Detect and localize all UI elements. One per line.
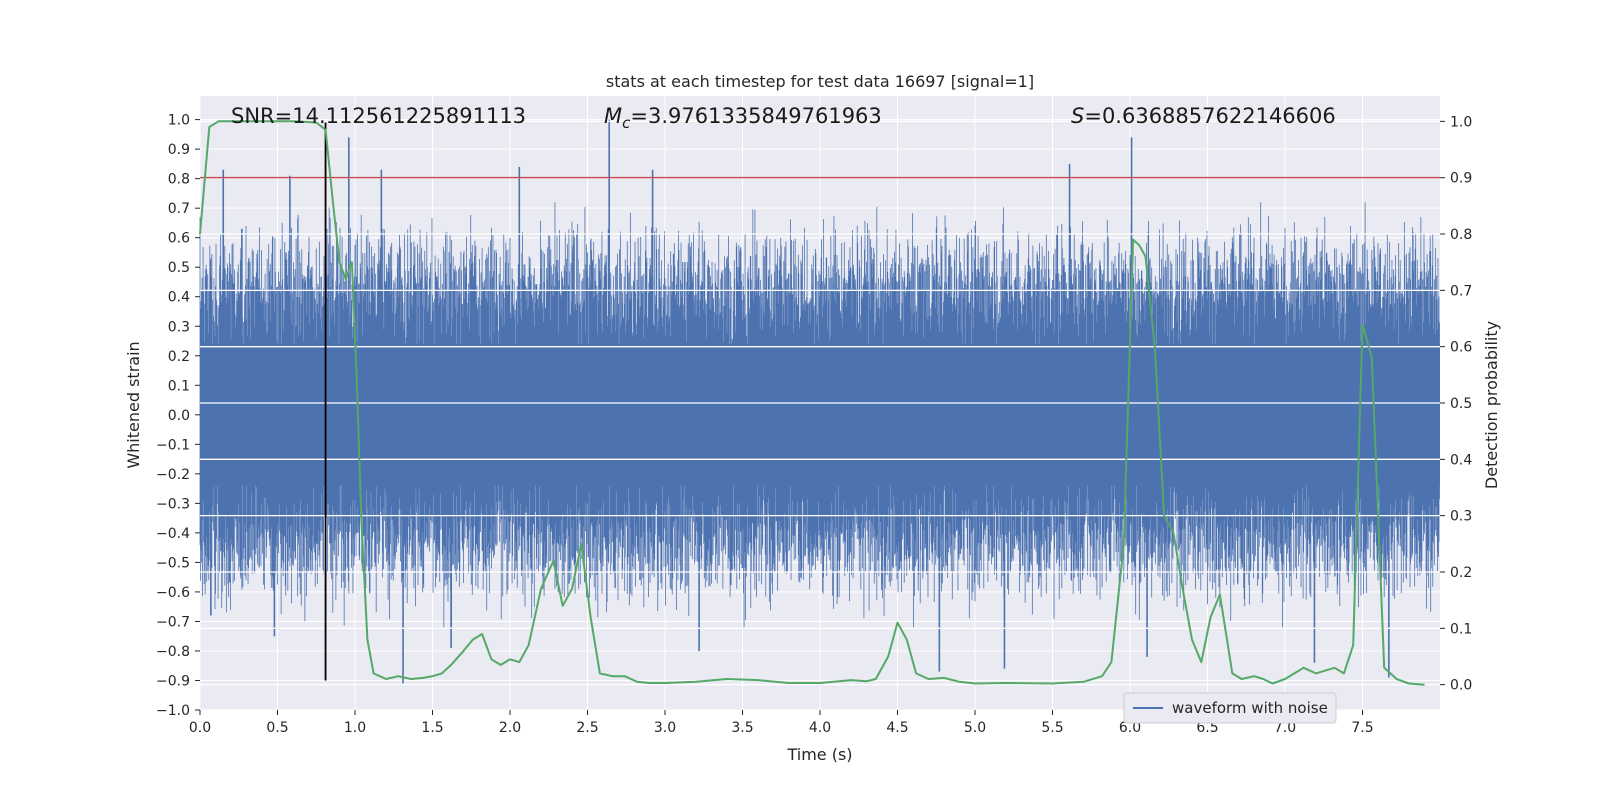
x-axis-label: Time (s) (786, 745, 852, 764)
legend-box (1123, 692, 1337, 724)
y-tick-label: −1.0 (156, 703, 190, 719)
x-tick-label: 7.5 (1351, 720, 1373, 736)
y-tick-label: −0.9 (156, 673, 190, 689)
waveform-trace (199, 202, 1440, 628)
y2-axis-ticks: 0.0 0.1 0.2 0.3 0.4 0.5 0.6 0.7 0.8 0.9 1.0 (1440, 114, 1472, 694)
y-tick-label: 0.9 (168, 142, 190, 158)
y-axis-label: Whitened strain (124, 341, 143, 468)
y2-tick-label: 0.8 (1450, 227, 1472, 243)
chirp-mass-annotation: Mc=3.9761335849761963 (604, 104, 882, 132)
y2-tick-label: 0.5 (1450, 396, 1472, 412)
overlay-lines (199, 120, 1440, 686)
y-tick-label: 0.8 (168, 172, 190, 188)
chirp-mass-symbol: M (604, 104, 622, 128)
score-value: =0.6368857622146606 (1084, 104, 1335, 128)
y-tick-label: 0.6 (168, 231, 190, 247)
x-tick-label: 2.5 (576, 720, 598, 736)
y2-tick-label: 0.4 (1450, 452, 1472, 468)
y2-tick-label: 0.7 (1450, 283, 1472, 299)
chirp-mass-value: =3.9761335849761963 (630, 104, 881, 128)
y-tick-label: −0.2 (156, 467, 190, 483)
chart-title: stats at each timestep for test data 166… (606, 72, 1034, 91)
x-tick-label: 0.0 (189, 720, 211, 736)
y-tick-label: −0.4 (156, 526, 190, 542)
score-symbol: S (1071, 104, 1084, 128)
y-tick-label: 0.1 (168, 378, 190, 394)
y-tick-label: −0.3 (156, 496, 190, 512)
y-tick-label: 0.3 (168, 319, 190, 335)
snr-annotation: SNR=14.112561225891113 (231, 104, 526, 128)
y-tick-label: 0.5 (168, 260, 190, 276)
x-tick-label: 6.5 (1196, 720, 1218, 736)
x-tick-label: 6.0 (1119, 720, 1141, 736)
y-tick-label: −0.1 (156, 437, 190, 453)
probability-line (199, 120, 1425, 686)
legend-label: waveform with noise (1172, 699, 1328, 717)
x-tick-label: 7.0 (1274, 720, 1296, 736)
y-tick-label: −0.7 (156, 614, 190, 630)
x-tick-label: 5.5 (1041, 720, 1063, 736)
y-tick-label: −0.5 (156, 555, 190, 571)
y-tick-label: 0.2 (168, 349, 190, 365)
x-tick-label: 4.0 (809, 720, 831, 736)
x-tick-label: 4.5 (886, 720, 908, 736)
x-tick-label: 5.0 (964, 720, 986, 736)
y-tick-label: −0.8 (156, 644, 190, 660)
y-tick-label: 1.0 (168, 113, 190, 129)
y-tick-label: −0.6 (156, 585, 190, 601)
y2-tick-label: 0.6 (1450, 340, 1472, 356)
y2-tick-label: 0.9 (1450, 171, 1472, 187)
y-tick-label: 0.4 (168, 290, 190, 306)
y2-axis-label: Detection probability (1482, 321, 1501, 489)
y-tick-label: 0.0 (168, 408, 190, 424)
y-tick-label: 0.7 (168, 201, 190, 217)
chirp-mass-subscript: c (622, 114, 631, 132)
x-tick-label: 1.0 (344, 720, 366, 736)
y2-tick-label: 0.1 (1450, 621, 1472, 637)
waveform-series (199, 119, 1440, 684)
x-tick-label: 0.5 (266, 720, 288, 736)
x-axis-ticks: 0.0 0.5 1.0 1.5 2.0 2.5 3.0 3.5 4.0 4.5 5.0 5.5 6.0 6… (189, 710, 1374, 736)
y2-tick-label: 0.0 (1450, 678, 1472, 694)
y-axis-ticks: −1.0 −0.9 −0.8 −0.7 −0.6 −0.5 −0.4 −0.3 −0.2 −0.1… (156, 113, 200, 719)
y2-tick-label: 0.3 (1450, 509, 1472, 525)
x-tick-label: 3.0 (654, 720, 676, 736)
y2-tick-label: 1.0 (1450, 114, 1472, 130)
legend: waveform with noise (1123, 692, 1337, 724)
x-tick-label: 1.5 (421, 720, 443, 736)
score-annotation: S=0.6368857622146606 (1071, 104, 1336, 128)
y2-tick-label: 0.2 (1450, 565, 1472, 581)
x-tick-label: 2.0 (499, 720, 521, 736)
x-tick-label: 3.5 (731, 720, 753, 736)
